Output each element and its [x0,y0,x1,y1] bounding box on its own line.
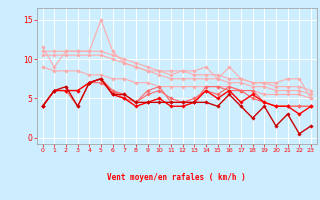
X-axis label: Vent moyen/en rafales ( km/h ): Vent moyen/en rafales ( km/h ) [108,173,246,182]
